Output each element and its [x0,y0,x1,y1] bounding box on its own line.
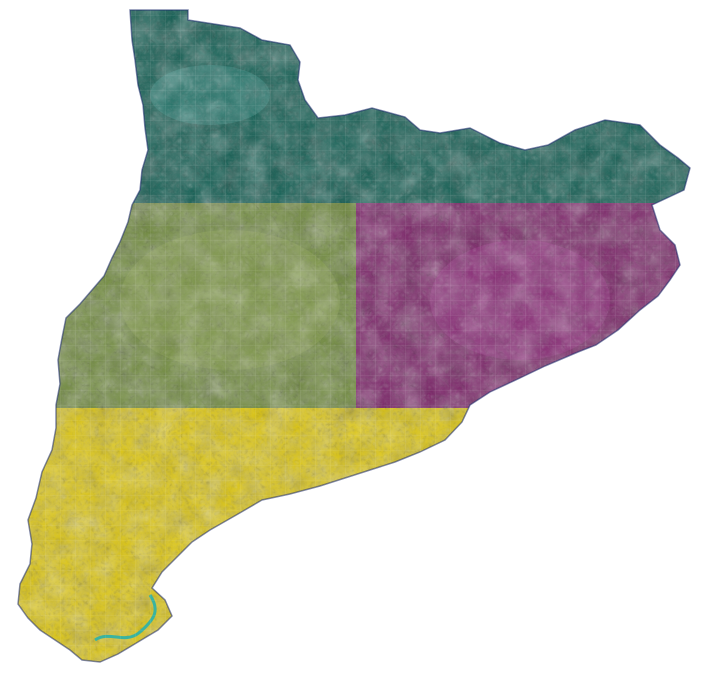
tile-grid [18,10,690,662]
satellite-mosaic-map [17,9,691,663]
mosaic-canvas [17,9,691,663]
region-mosaic [18,10,690,662]
